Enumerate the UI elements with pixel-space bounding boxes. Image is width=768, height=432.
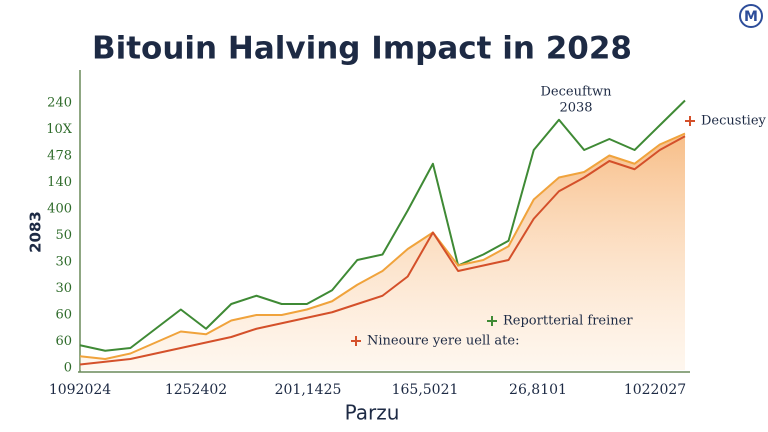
y-tick-label: 140: [47, 175, 72, 190]
legend-label: Reportterial freiner: [503, 314, 633, 329]
chart-title: Bitouin Halving Impact in 2028: [92, 31, 632, 67]
annotation: 2038: [559, 101, 592, 116]
y-tick-label: 30: [55, 281, 72, 296]
y-tick-label: 0: [64, 361, 72, 376]
logo-badge: [739, 4, 763, 28]
line: [79, 135, 686, 366]
y-tick-label: 30: [55, 255, 72, 270]
line: [79, 99, 686, 352]
x-tick-label: 26,8101: [509, 382, 567, 398]
y-tick-label: 60: [55, 334, 72, 349]
annotation: Deceuftwn: [541, 85, 613, 100]
legend-label: Nineoure yere uell ate:: [367, 334, 519, 349]
x-tick-label: 1092024: [49, 382, 111, 398]
area: [80, 133, 685, 370]
legend-label: Decustiey: [701, 114, 767, 129]
x-tick-label: 1022027: [624, 382, 686, 398]
y-axis-title: 2083: [27, 211, 45, 253]
line: [79, 132, 686, 360]
x-tick-label: 201,1425: [275, 382, 342, 398]
y-tick-label: 478: [47, 149, 72, 164]
y-tick-label: 400: [47, 202, 72, 217]
x-tick-label: 165,5021: [392, 382, 459, 398]
logo: M: [744, 9, 758, 25]
y-tick-label: 50: [55, 228, 72, 243]
y-tick-label: 240: [47, 96, 72, 111]
y-tick-label: 10X: [46, 122, 73, 137]
y-tick-label: 60: [55, 308, 72, 323]
x-axis-title: Parzu: [345, 401, 400, 425]
x-tick-label: 1252402: [165, 382, 227, 398]
